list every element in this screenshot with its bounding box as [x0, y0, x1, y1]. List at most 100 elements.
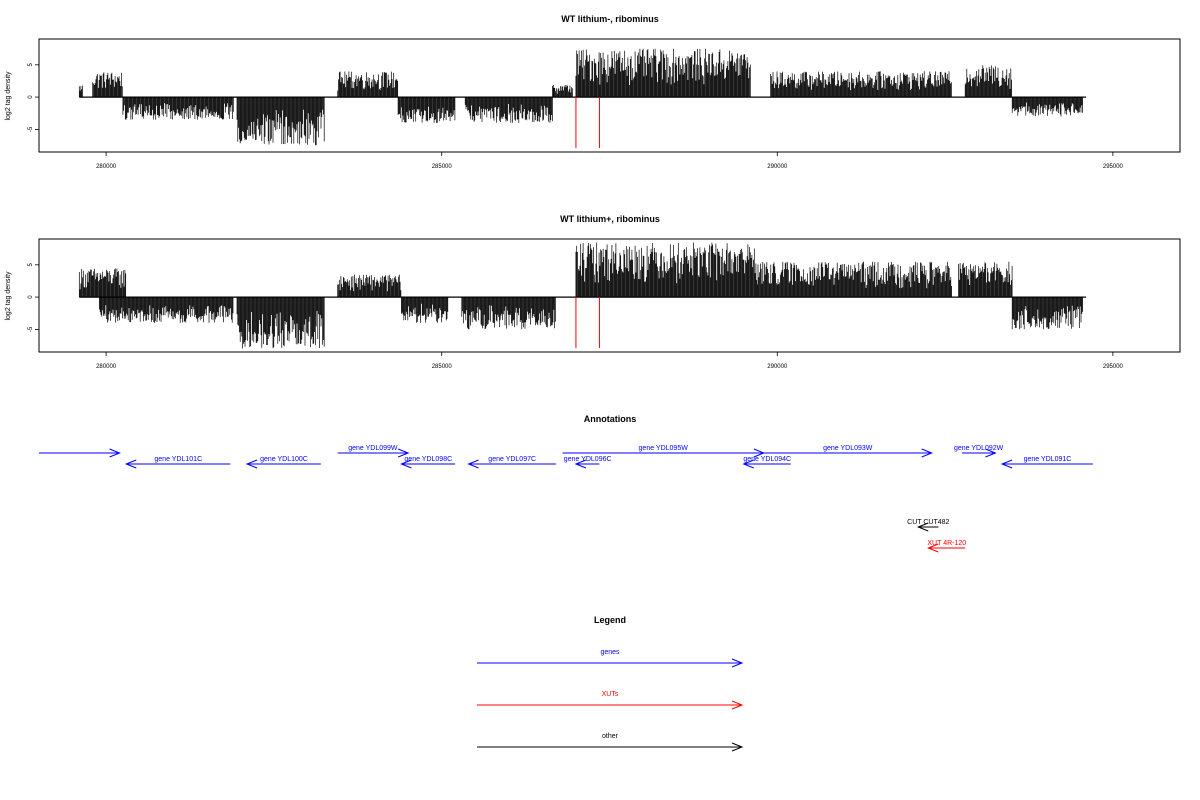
annotation-label: gene YDL091C — [1024, 456, 1072, 463]
arrow-left-icon — [245, 459, 258, 469]
legend-label: other — [602, 733, 619, 740]
signal-segment-8 — [958, 261, 1013, 298]
signal-segment-7 — [552, 84, 573, 98]
x-tick-label: 280000 — [96, 164, 117, 170]
track-2-title: WT lithium+, ribominus — [560, 214, 660, 224]
signal-segment-6 — [575, 242, 758, 298]
legend-panel: Legend genes XUTs other — [477, 615, 744, 752]
x-tick-label: 290000 — [767, 364, 788, 370]
y-tick-label: 5 — [28, 63, 34, 67]
x-tick-label: 285000 — [432, 364, 453, 370]
signal-segment-6 — [464, 97, 553, 123]
y-tick-label: 0 — [28, 95, 34, 99]
legend-label: genes — [600, 649, 620, 656]
signal-segment-5 — [461, 297, 556, 330]
track-panel-2: WT lithium+, ribominus 280000 285000 29000… — [5, 214, 1181, 370]
arrow-left-icon — [916, 522, 929, 532]
track-1-y-axis: -5 0 5 — [28, 63, 39, 132]
arrow-right-icon — [397, 448, 410, 458]
legend-label: XUTs — [602, 691, 619, 698]
track-1-frame — [38, 38, 1181, 153]
arrow-right-icon — [731, 658, 744, 668]
x-tick-label: 295000 — [1103, 164, 1124, 170]
arrow-right-icon — [731, 742, 744, 752]
signal-segment-3 — [236, 97, 325, 146]
arrow-left-icon — [124, 459, 137, 469]
y-tick-label: 5 — [28, 263, 34, 267]
arrow-left-icon — [400, 459, 412, 469]
y-tick-label: 0 — [28, 295, 34, 299]
annotation-gene-ydl097c: gene YDL097C — [467, 456, 556, 469]
signal-segment-2 — [122, 97, 234, 120]
arrow-left-icon — [926, 543, 939, 553]
arrow-right-icon — [985, 448, 997, 458]
annotations-title: Annotations — [584, 414, 637, 424]
annotation-gene-ydl094c: gene YDL094C — [742, 456, 791, 469]
signal-segment-1 — [99, 297, 234, 323]
signal-segment-10 — [964, 65, 1012, 98]
track-2-signal — [78, 242, 1087, 349]
arrow-right-icon — [731, 700, 744, 710]
annotations-panel: Annotations gene YDL101C gene YDL100Cgene… — [39, 414, 1093, 553]
signal-segment-5 — [397, 97, 456, 123]
annotation-features: gene YDL101C gene YDL100C gene YDL099W gene… — [39, 445, 1093, 553]
annotation-label: gene YDL101C — [154, 456, 202, 463]
annotation-label: gene YDL094C — [743, 456, 791, 463]
annotation-label: XUT 4R-120 — [927, 540, 966, 547]
annotation-gene-ydl092w: gene YDL092W — [954, 445, 1004, 458]
track-2-x-axis: 280000 285000 290000 295000 — [96, 352, 1124, 370]
annotation-gene-ydl099w: gene YDL099W — [337, 445, 410, 458]
track-1-y-label: log2 tag density — [5, 71, 12, 121]
x-tick-label: 285000 — [432, 164, 453, 170]
y-tick-label: -5 — [28, 126, 34, 132]
annotation-label: gene YDL093W — [823, 445, 873, 452]
track-1-x-axis: 280000 285000 290000 295000 — [96, 152, 1124, 170]
annotation-gene-ydl096c: gene YDL096C — [564, 456, 612, 469]
annotation-label: gene YDL092W — [954, 445, 1004, 452]
annotation-gene-ydl093w: gene YDL093W — [763, 445, 934, 458]
track-2-y-label: log2 tag density — [5, 271, 12, 321]
arrow-right-icon — [921, 448, 934, 458]
signal-segment-2 — [236, 297, 325, 349]
annotation-label: gene YDL095W — [639, 445, 689, 452]
legend-item-xuts: XUTs — [477, 691, 744, 710]
signal-segment-11 — [1011, 97, 1083, 117]
signal-segment-4 — [401, 297, 449, 323]
annotation-cut-cut482: CUT CUT482 — [907, 519, 950, 532]
y-tick-label: -5 — [28, 326, 34, 332]
annotation-label: gene YDL098C — [404, 456, 452, 463]
annotation-gene-ydl100c: gene YDL100C — [245, 456, 321, 469]
track-panel-1: WT lithium-, ribominus 280000 285000 29000… — [5, 14, 1181, 170]
signal-segment-8 — [575, 48, 751, 98]
arrow-right-icon — [109, 448, 121, 458]
annotation-feature-0 — [39, 448, 121, 458]
x-tick-label: 280000 — [96, 364, 117, 370]
signal-segment-0 — [78, 268, 127, 298]
arrow-left-icon — [574, 459, 587, 469]
annotation-label: CUT CUT482 — [907, 519, 949, 526]
signal-segment-0 — [78, 85, 83, 98]
annotation-gene-ydl101c: gene YDL101C — [124, 456, 231, 469]
annotation-label: gene YDL099W — [348, 445, 398, 452]
signal-segment-9 — [770, 71, 952, 98]
signal-segment-1 — [92, 72, 123, 98]
track-2-markers — [575, 297, 600, 348]
annotation-label: gene YDL097C — [488, 456, 536, 463]
annotation-gene-ydl091c: gene YDL091C — [1000, 456, 1093, 469]
signal-segment-7 — [756, 261, 952, 298]
x-tick-label: 290000 — [767, 164, 788, 170]
annotation-xut-4r-120: XUT 4R-120 — [926, 540, 966, 553]
annotation-label: gene YDL100C — [260, 456, 308, 463]
legend-items: genes XUTs other — [477, 649, 744, 752]
legend-item-other: other — [477, 733, 744, 752]
annotation-label: gene YDL096C — [564, 456, 612, 463]
arrow-left-icon — [467, 459, 479, 469]
annotation-gene-ydl098c: gene YDL098C — [400, 456, 456, 469]
legend-title: Legend — [594, 615, 626, 625]
x-tick-label: 295000 — [1103, 364, 1124, 370]
arrow-left-icon — [1000, 459, 1013, 469]
track-2-y-axis: -5 0 5 — [28, 263, 39, 332]
track-1-title: WT lithium-, ribominus — [561, 14, 659, 24]
signal-segment-9 — [1011, 297, 1083, 330]
